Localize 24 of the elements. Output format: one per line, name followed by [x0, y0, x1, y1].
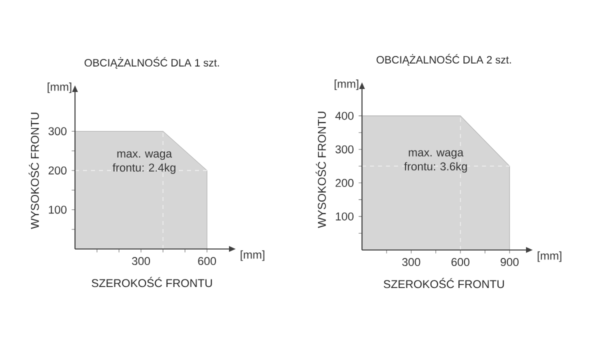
x-tick-label: 300: [132, 257, 150, 266]
x-tick-label: 600: [452, 258, 470, 266]
x-tick-label: 600: [198, 257, 216, 266]
chart-title: OBCIĄŻALNOŚĆ DLA 2 szt.: [376, 54, 511, 66]
y-tick-label: 100: [48, 206, 67, 214]
annotation: max. waga frontu: 3.6kg: [404, 150, 467, 173]
x-tick-label: 300: [402, 258, 420, 266]
annotation: max. waga frontu: 2.4kg: [112, 151, 176, 174]
x-axis-title: SZEROKOŚĆ FRONTU: [92, 276, 212, 288]
text: [mm]: [48, 82, 72, 94]
chart-title: OBCIĄŻALNOŚĆ DLA 1 szt.: [84, 56, 219, 69]
y-tick-label: 200: [48, 166, 67, 174]
y-axis-title: WYSOKOŚĆ FRONTU: [316, 112, 326, 228]
y-tick-label: 400: [335, 112, 354, 120]
y-axis-title: WYSOKOŚĆ FRONTU: [28, 112, 39, 229]
text: [mm]: [538, 251, 562, 262]
x-tick-label: 900: [500, 258, 519, 266]
y-tick-label: 300: [335, 145, 354, 154]
y-tick-label: 100: [336, 212, 354, 220]
text: [mm]: [240, 250, 264, 261]
y-tick-label: 200: [336, 178, 354, 187]
y-tick-label: 300: [48, 127, 67, 136]
x-axis-title: SZEROKOŚĆ FRONTU: [384, 278, 504, 288]
text: [mm]: [334, 79, 358, 90]
